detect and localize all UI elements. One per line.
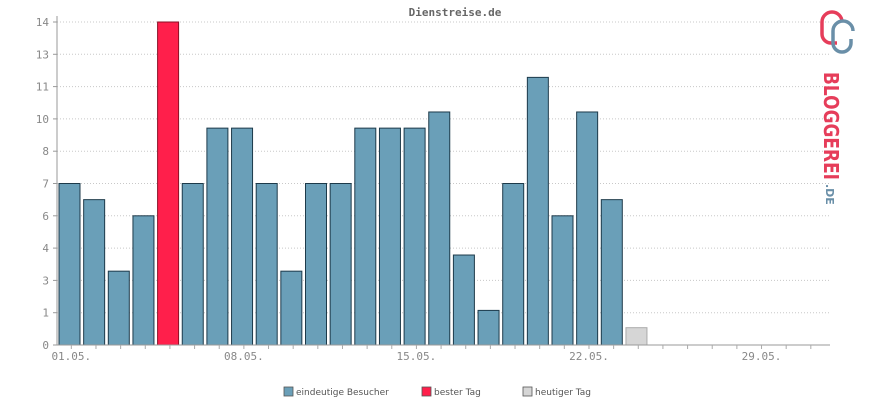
y-tick-label: 6 bbox=[42, 210, 49, 223]
bar-today bbox=[625, 327, 648, 346]
y-tick-label: 8 bbox=[42, 145, 49, 158]
bar bbox=[132, 215, 155, 346]
x-tick-label: 01.05. bbox=[51, 350, 91, 363]
x-tick-label: 08.05. bbox=[224, 350, 264, 363]
bar bbox=[600, 199, 623, 346]
legend-swatch bbox=[522, 386, 533, 397]
y-tick-label: 4 bbox=[42, 242, 49, 255]
y-tick-label: 11 bbox=[36, 81, 49, 94]
bar bbox=[452, 254, 475, 346]
bloggerei-logo-icon bbox=[820, 10, 855, 54]
bar bbox=[428, 111, 451, 346]
bar bbox=[378, 127, 401, 346]
bar bbox=[58, 183, 81, 346]
bar bbox=[526, 76, 549, 346]
y-tick-label: 1 bbox=[42, 307, 49, 320]
bars bbox=[58, 21, 648, 346]
bar bbox=[206, 127, 229, 346]
legend: eindeutige Besucher bester Tag heutiger Ta… bbox=[283, 386, 591, 398]
bar-best-day bbox=[157, 21, 180, 346]
x-tick-label: 15.05. bbox=[397, 350, 437, 363]
legend-label: bester Tag bbox=[434, 388, 481, 398]
y-tick-label: 7 bbox=[42, 178, 49, 191]
bar bbox=[83, 199, 106, 346]
bar bbox=[551, 215, 574, 346]
bar bbox=[576, 111, 599, 346]
logo-text: BLOGGEREI bbox=[819, 72, 843, 180]
legend-label: heutiger Tag bbox=[535, 388, 591, 398]
x-tick-label: 29.05. bbox=[742, 350, 782, 363]
bar bbox=[329, 183, 352, 346]
bar bbox=[305, 183, 327, 346]
bar bbox=[231, 127, 254, 346]
bar bbox=[502, 183, 525, 346]
legend-swatch bbox=[421, 386, 432, 397]
bar bbox=[255, 183, 278, 346]
chart-title: Dienstreise.de bbox=[409, 6, 502, 19]
bar bbox=[181, 183, 204, 346]
legend-label: eindeutige Besucher bbox=[296, 388, 389, 398]
legend-swatch bbox=[283, 386, 294, 397]
y-tick-label: 13 bbox=[36, 48, 49, 61]
y-tick-label: 10 bbox=[36, 113, 49, 126]
bar bbox=[107, 270, 130, 346]
x-tick-label: 22.05. bbox=[569, 350, 609, 363]
logo-suffix: .DE bbox=[823, 184, 836, 205]
bloggerei-logo: BLOGGEREI .DE bbox=[819, 10, 855, 205]
y-tick-label: 3 bbox=[42, 274, 49, 287]
bar bbox=[354, 127, 377, 346]
bar bbox=[477, 309, 500, 346]
bar bbox=[403, 127, 426, 346]
bar bbox=[280, 270, 303, 346]
y-tick-label: 0 bbox=[42, 339, 49, 352]
y-tick-label: 14 bbox=[36, 16, 50, 29]
